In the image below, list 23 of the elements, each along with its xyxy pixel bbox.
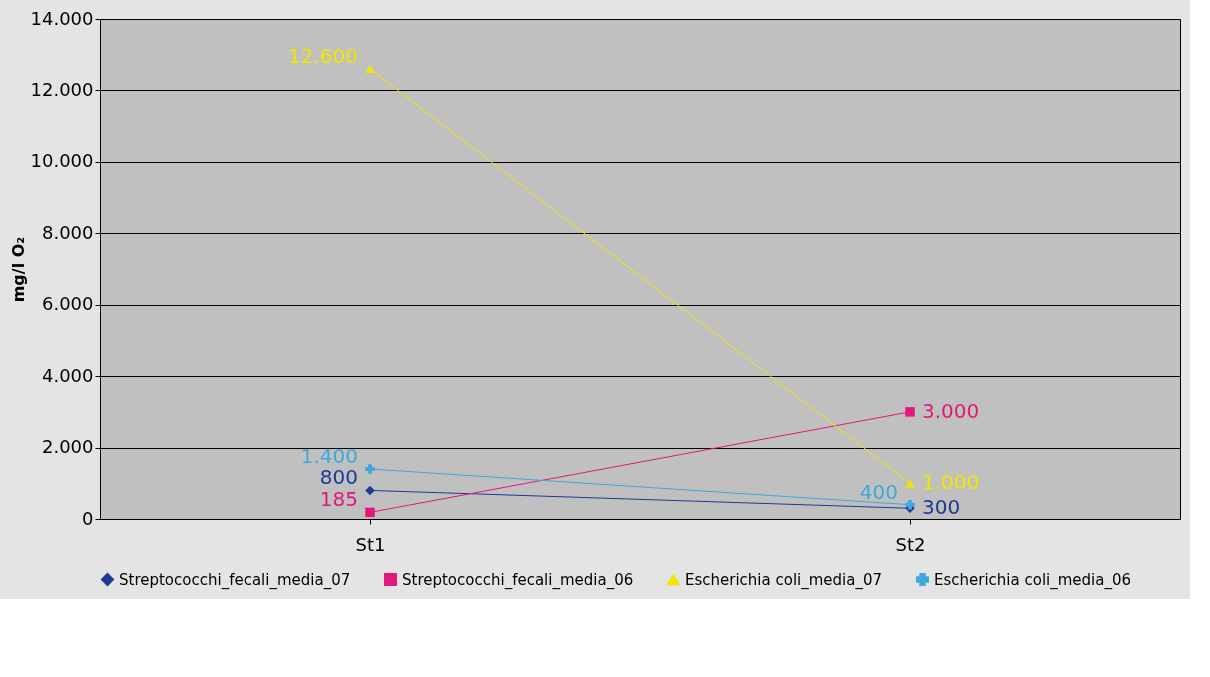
legend-label: Escherichia coli_media_07 [685,570,883,590]
data-label: 12.600 [288,44,358,68]
y-tick-label: 4.000 [41,364,94,386]
data-label: 300 [922,495,961,520]
data-label: 1.000 [922,470,980,495]
y-tick-label: 12.000 [30,78,94,100]
legend-label: Streptococchi_fecali_media_06 [402,570,634,590]
x-tick-label: St1 [355,533,386,555]
y-tick-label: 10.000 [30,150,94,172]
y-tick-label: 0 [82,507,94,529]
y-axis-title: mg/l O₂ [8,236,28,303]
data-label: 400 [859,479,898,504]
data-label: 1.400 [300,444,358,468]
data-label: 185 [319,487,358,512]
y-tick-label: 8.000 [41,221,94,243]
y-tick-label: 14.000 [30,7,94,29]
x-tick-label: St2 [895,533,926,555]
data-label: 800 [319,465,358,490]
data-label: 3.000 [922,398,980,423]
legend-label: Streptococchi_fecali_media_07 [119,570,351,590]
y-tick-label: 6.000 [41,293,94,315]
legend-label: Escherichia coli_media_06 [934,570,1132,590]
y-tick-label: 2.000 [41,436,94,458]
